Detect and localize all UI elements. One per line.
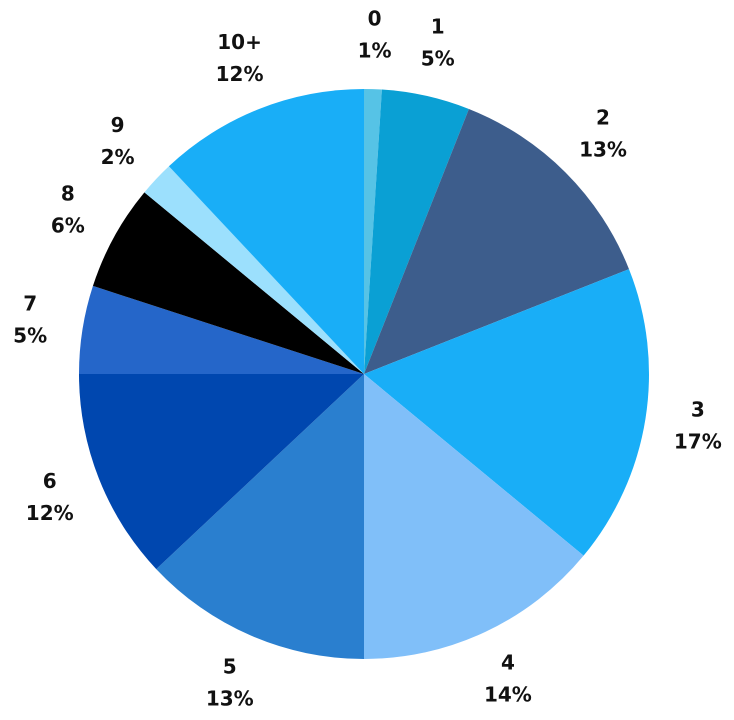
pie-slice xyxy=(168,88,364,374)
pie-slice xyxy=(364,109,629,374)
slice-label: 7 xyxy=(23,292,37,316)
slice-label: 1 xyxy=(431,15,445,39)
pie-slice xyxy=(144,166,364,374)
slice-value-label: 5% xyxy=(421,47,455,71)
slice-value-label: 6% xyxy=(51,214,85,238)
slice-label: 0 xyxy=(368,7,382,31)
slice-value-label: 2% xyxy=(101,145,135,169)
slice-label: 2 xyxy=(596,105,610,129)
slice-value-label: 14% xyxy=(484,682,532,706)
slice-value-label: 13% xyxy=(206,687,254,711)
slice-value-label: 1% xyxy=(358,39,392,63)
pie-slice xyxy=(156,374,364,659)
slice-value-label: 5% xyxy=(13,324,47,348)
pie-slice xyxy=(364,269,649,556)
slice-value-label: 13% xyxy=(579,137,627,161)
slice-label: 3 xyxy=(691,397,705,421)
slice-label: 10+ xyxy=(217,30,262,54)
slice-label: 5 xyxy=(223,655,237,679)
slice-value-label: 17% xyxy=(674,429,722,453)
pie-slice xyxy=(364,374,584,659)
pie-slice xyxy=(364,89,382,374)
slice-value-label: 12% xyxy=(26,501,74,525)
slice-label: 8 xyxy=(61,182,75,206)
pie-slice xyxy=(92,192,365,374)
pie-slice xyxy=(79,285,364,374)
pie-slice xyxy=(364,89,469,375)
slice-label: 6 xyxy=(43,469,57,493)
slice-label: 9 xyxy=(111,113,125,137)
pie-slice xyxy=(79,374,364,570)
slice-value-label: 12% xyxy=(216,62,264,86)
slice-label: 4 xyxy=(501,650,515,674)
